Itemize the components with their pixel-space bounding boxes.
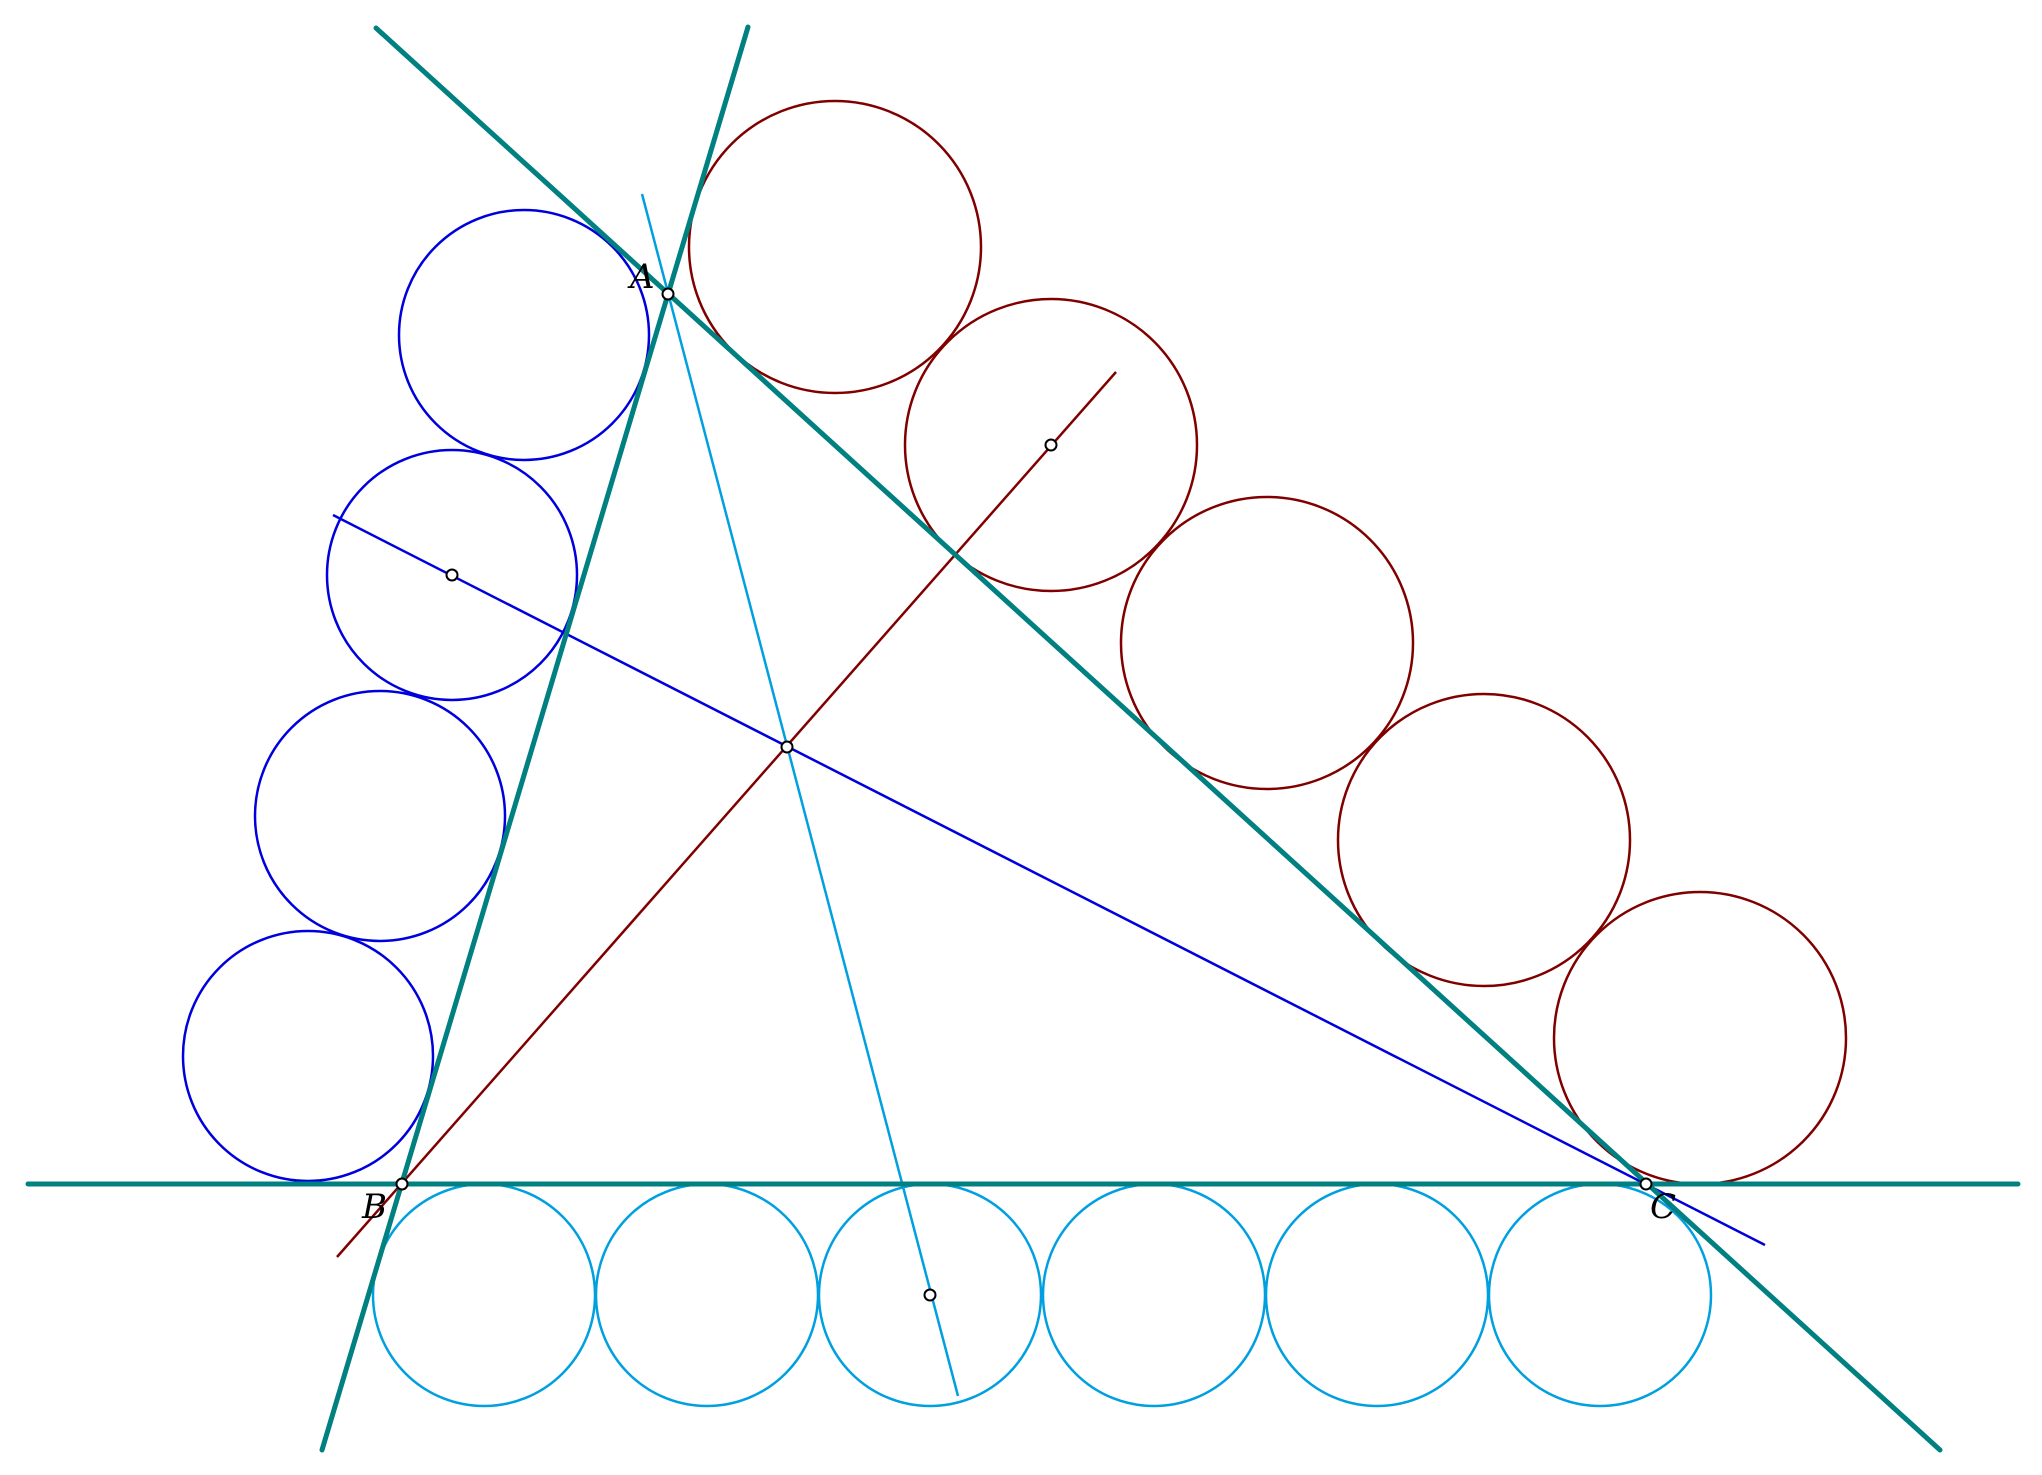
blue-center-line (332, 513, 1766, 1247)
dark-red-circle-chain (687, 99, 1848, 1186)
cyan-circle-4 (1041, 1182, 1267, 1408)
cyan-center-line (640, 193, 960, 1397)
dark-red-circle-2 (903, 297, 1199, 593)
vertex-b (395, 1177, 409, 1191)
cyan-circle-2 (594, 1182, 820, 1408)
label-c: C (1650, 1187, 1676, 1227)
blue-circle-3 (253, 689, 507, 943)
cyan-circle-1 (371, 1182, 597, 1408)
points (395, 287, 1653, 1302)
blue-circle-4 (181, 929, 435, 1183)
label-b: B (361, 1187, 387, 1227)
dark-red-circle-4 (1336, 692, 1632, 988)
vertex-labels: A B C (361, 257, 1676, 1227)
vertex-c (1639, 1177, 1653, 1191)
dark-red-circle-1 (687, 99, 983, 395)
blue-circle-1 (397, 208, 651, 462)
dark-red-center-line (336, 371, 1117, 1258)
cyan-circle-5 (1264, 1182, 1490, 1408)
blue-circle-chain (181, 208, 651, 1183)
dark-red-circle-3 (1119, 495, 1415, 791)
cyan-circle-chain (371, 1182, 1713, 1408)
cyan-circle-6 (1487, 1182, 1713, 1408)
blue-center-point (445, 568, 459, 582)
side-line-ab (319, 24, 751, 1453)
concurrency-point (780, 740, 794, 754)
side-line-ac (373, 25, 1943, 1453)
vertex-a (661, 287, 675, 301)
label-a: A (627, 257, 655, 297)
cyan-center-point (923, 1288, 937, 1302)
dark-red-center-point (1044, 438, 1058, 452)
triangle-sides (25, 24, 2021, 1453)
blue-circle-2 (325, 448, 579, 702)
center-lines (332, 193, 1766, 1397)
